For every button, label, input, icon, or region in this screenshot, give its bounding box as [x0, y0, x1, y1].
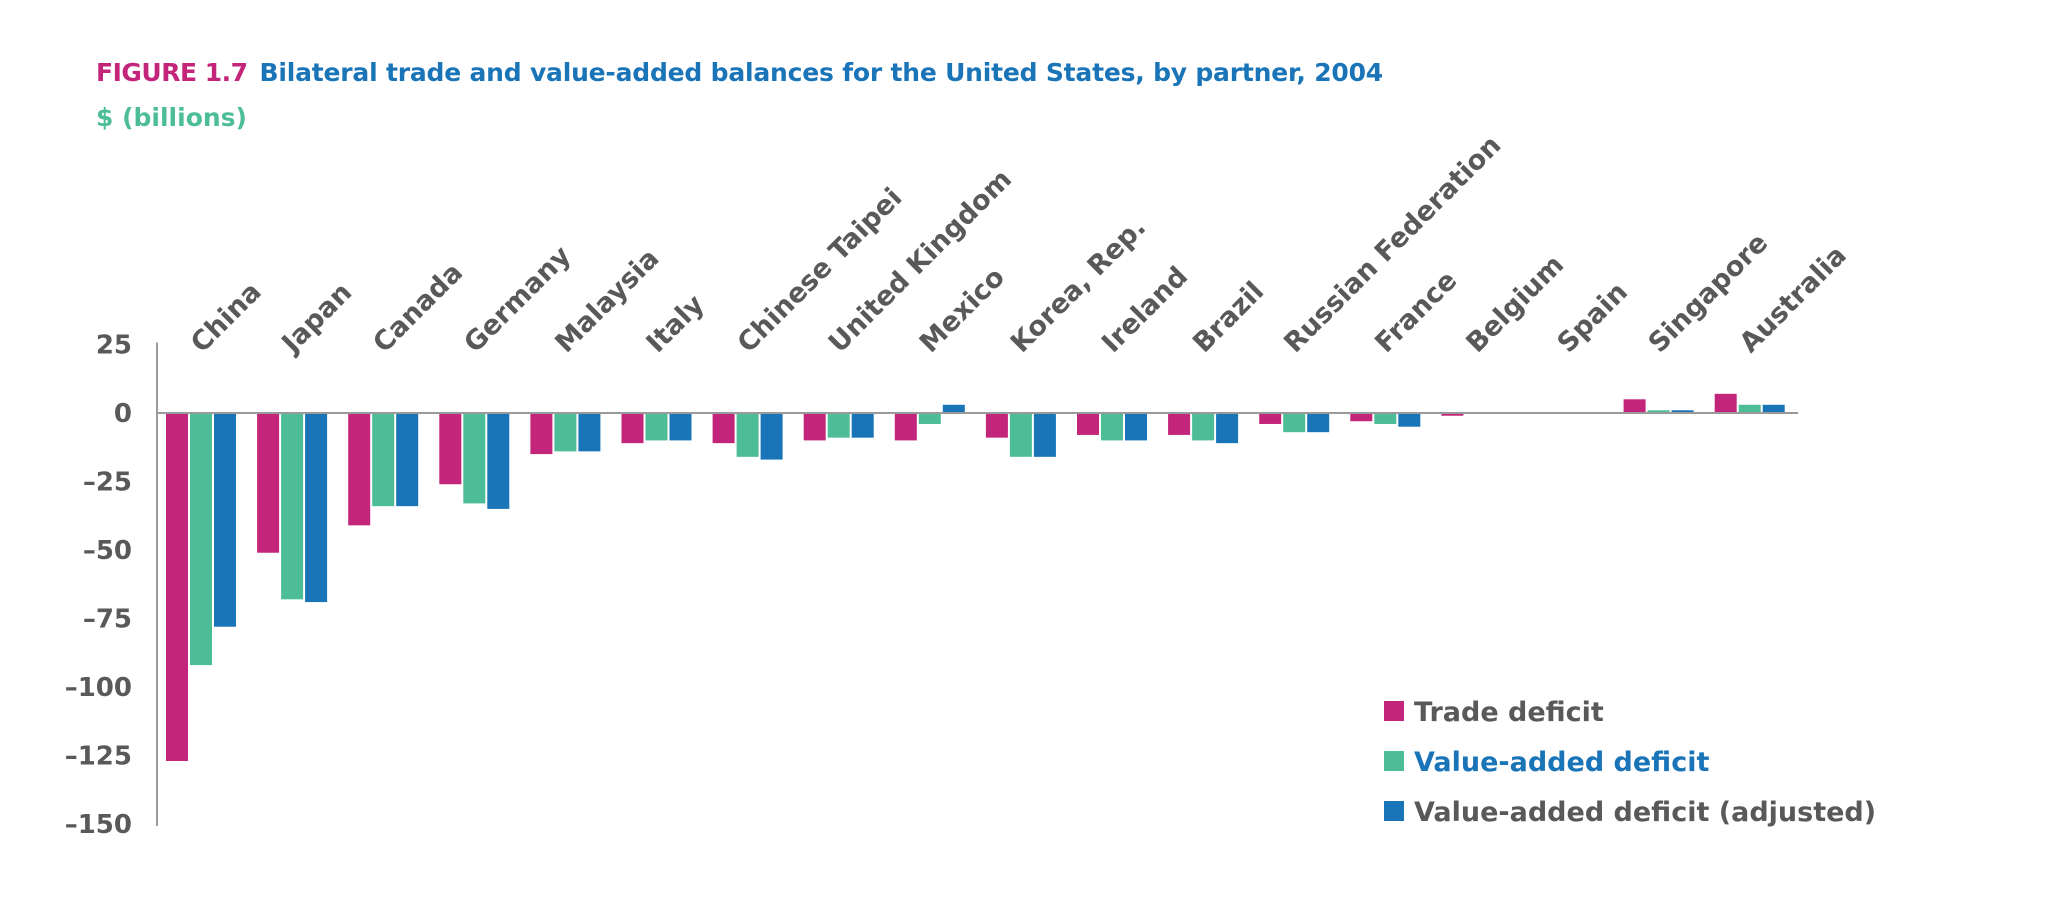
legend-label-2: Value-added deficit (adjusted): [1414, 797, 1876, 828]
category-label: Italy: [641, 289, 711, 359]
category-label: France: [1369, 265, 1463, 359]
y-tick-label: 0: [114, 399, 132, 429]
legend-swatch-1: [1384, 751, 1404, 771]
legend-label-0: Trade deficit: [1414, 697, 1604, 728]
y-tick-label: –125: [65, 742, 132, 772]
bar-1-6: [736, 413, 759, 457]
bar-2-2: [396, 413, 419, 507]
bar-2-4: [578, 413, 601, 452]
y-tick-label: –50: [83, 536, 132, 566]
bar-1-12: [1283, 413, 1306, 433]
bar-0-11: [1168, 413, 1191, 435]
y-tick-label: 25: [96, 331, 132, 361]
bar-2-17: [1762, 404, 1785, 413]
figure-label: FIGURE 1.7: [96, 58, 248, 87]
bar-2-3: [487, 413, 510, 509]
bar-1-3: [463, 413, 486, 504]
bar-1-0: [190, 413, 212, 666]
bar-1-16: [1647, 410, 1670, 413]
bar-2-6: [760, 413, 783, 460]
bar-2-9: [1033, 413, 1056, 457]
category-label: Ireland: [1096, 261, 1194, 359]
category-label: Brazil: [1187, 276, 1270, 359]
bar-2-0: [214, 413, 236, 627]
bar-1-8: [918, 413, 941, 424]
bar-0-17: [1714, 393, 1737, 413]
category-label: Spain: [1552, 277, 1634, 359]
category-label: Belgium: [1460, 249, 1570, 359]
bar-1-11: [1192, 413, 1215, 441]
bar-0-14: [1441, 413, 1464, 416]
bars-group: [166, 393, 1785, 761]
bar-0-2: [348, 413, 371, 526]
figure-title: Bilateral trade and value-added balances…: [259, 58, 1384, 87]
category-label: China: [185, 276, 268, 359]
y-tick-labels: 25 0 –25 –50 –75 –100 –125 –150: [65, 331, 132, 841]
category-label: Japan: [275, 277, 358, 360]
legend-swatch-0: [1384, 701, 1404, 721]
bar-0-13: [1350, 413, 1373, 422]
legend-label-1: Value-added deficit: [1414, 747, 1709, 778]
bar-0-5: [621, 413, 644, 444]
bar-1-4: [554, 413, 577, 452]
bar-2-7: [851, 413, 874, 438]
bar-2-8: [942, 404, 965, 413]
bar-2-1: [305, 413, 328, 603]
bar-0-7: [803, 413, 826, 441]
bar-0-1: [257, 413, 280, 553]
bar-1-2: [372, 413, 395, 507]
legend: Trade deficit Value-added deficit Value-ad…: [1384, 697, 1876, 828]
bar-0-0: [166, 413, 188, 761]
bar-2-5: [669, 413, 692, 441]
bar-0-8: [894, 413, 917, 441]
bar-2-16: [1671, 410, 1694, 413]
bar-1-13: [1374, 413, 1397, 424]
category-label: Mexico: [914, 262, 1011, 359]
bar-2-13: [1398, 413, 1421, 427]
axes-group: [156, 342, 1798, 826]
bar-1-9: [1009, 413, 1032, 457]
bar-2-11: [1216, 413, 1239, 444]
bar-2-10: [1125, 413, 1147, 441]
bar-0-12: [1259, 413, 1282, 424]
category-label: Chinese Taipei: [732, 182, 909, 359]
bar-0-16: [1623, 399, 1646, 413]
bar-0-9: [985, 413, 1008, 438]
bar-2-12: [1307, 413, 1330, 433]
bar-0-10: [1077, 413, 1099, 435]
category-label: Canada: [367, 257, 469, 359]
legend-swatch-2: [1384, 801, 1404, 821]
bar-1-5: [645, 413, 668, 441]
bar-0-4: [530, 413, 553, 455]
y-tick-label: –100: [65, 673, 132, 703]
bar-0-6: [712, 413, 735, 444]
bar-0-3: [439, 413, 462, 485]
bar-1-17: [1738, 404, 1761, 413]
y-tick-label: –25: [83, 468, 132, 498]
y-tick-label: –75: [83, 605, 132, 635]
chart-subtitle: $ (billions): [96, 103, 247, 132]
bar-1-1: [281, 413, 304, 600]
y-tick-label: –150: [65, 810, 132, 840]
figure-header: FIGURE 1.7 Bilateral trade and value-adde…: [96, 58, 1383, 87]
bar-1-10: [1101, 413, 1123, 441]
bar-1-7: [827, 413, 850, 438]
